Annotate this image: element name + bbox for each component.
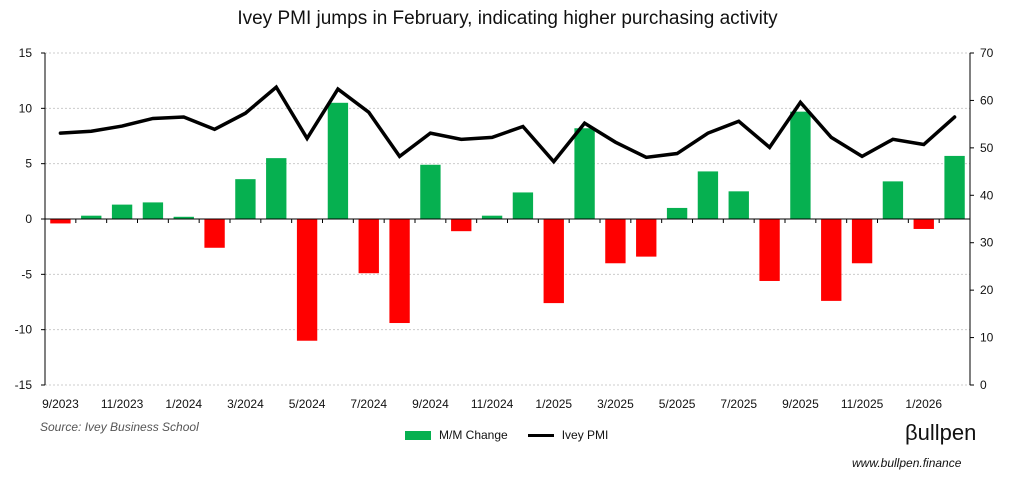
x-tick-label: 3/2024 [227, 397, 264, 411]
website-url: www.bullpen.finance [852, 456, 962, 470]
right-tick-label: 20 [980, 283, 994, 297]
x-tick-label: 7/2024 [350, 397, 387, 411]
bar-9/2024 [420, 164, 441, 219]
bar-7/2024 [358, 219, 379, 274]
bar-9/2025 [790, 111, 811, 219]
bar-4/2025 [636, 219, 657, 257]
x-tick-label: 5/2025 [659, 397, 696, 411]
left-tick-label: -10 [15, 323, 33, 337]
legend-swatch-bar [405, 430, 431, 440]
bar-10/2025 [821, 219, 842, 301]
bar-9/2023 [50, 219, 71, 224]
bar-5/2024 [296, 219, 318, 341]
chart-title: Ivey PMI jumps in February, indicating h… [237, 8, 778, 29]
left-tick-label: 15 [19, 46, 33, 60]
bar-3/2025 [605, 219, 626, 264]
bar-11/2024 [481, 215, 503, 219]
left-tick-label: 0 [25, 212, 32, 226]
right-tick-label: 60 [980, 93, 994, 107]
bar-5/2025 [666, 207, 688, 219]
x-tick-label: 11/2024 [471, 397, 514, 411]
left-tick-label: -15 [15, 378, 33, 392]
bar-2/2024 [204, 219, 225, 248]
bar-2/2026 [944, 155, 965, 219]
bar-3/2024 [235, 179, 256, 219]
bar-4/2024 [266, 158, 287, 219]
ivey-pmi-line [58, 84, 957, 165]
legend-swatch-line [527, 433, 554, 437]
legend-label-mm: M/M Change [439, 428, 508, 442]
bar-11/2023 [111, 204, 133, 219]
bar-8/2024 [389, 219, 410, 324]
bar-1/2024 [173, 216, 194, 219]
bar-1/2026 [913, 219, 934, 229]
bar-7/2025 [728, 191, 749, 219]
x-tick-label: 11/2025 [841, 397, 884, 411]
bar-12/2025 [882, 181, 904, 219]
x-tick-label: 1/2026 [905, 397, 942, 411]
right-tick-label: 10 [980, 331, 994, 345]
left-tick-label: -5 [21, 267, 32, 281]
x-tick-label: 9/2023 [42, 397, 79, 411]
x-tick-label: 7/2025 [720, 397, 757, 411]
x-tick-label: 5/2024 [289, 397, 326, 411]
bar-10/2023 [81, 215, 102, 219]
right-tick-label: 0 [980, 378, 987, 392]
legend-label-pmi: Ivey PMI [561, 428, 609, 442]
bar-8/2025 [759, 219, 780, 281]
left-tick-label: 5 [25, 157, 32, 171]
x-tick-label: 1/2024 [165, 397, 202, 411]
bar-6/2025 [697, 171, 719, 219]
bar-11/2025 [851, 219, 873, 264]
bar-12/2023 [142, 202, 164, 219]
bar-10/2024 [451, 219, 472, 232]
legend: M/M Change Ivey PMI [405, 428, 608, 442]
x-tick-label: 9/2025 [782, 397, 819, 411]
x-tick-label: 1/2025 [535, 397, 572, 411]
bar-12/2024 [512, 192, 534, 219]
bar-2/2025 [574, 128, 595, 219]
x-tick-label: 3/2025 [597, 397, 634, 411]
x-tick-label: 9/2024 [412, 397, 449, 411]
bar-6/2024 [327, 102, 349, 219]
right-tick-label: 70 [980, 46, 994, 60]
source-note: Source: Ivey Business School [40, 420, 199, 434]
bar-1/2025 [543, 219, 564, 304]
left-tick-label: 10 [19, 101, 33, 115]
right-tick-label: 30 [980, 236, 994, 250]
right-tick-label: 40 [980, 188, 994, 202]
right-tick-label: 50 [980, 141, 994, 155]
bullpen-logo: βullpen [905, 420, 977, 445]
x-tick-label: 11/2023 [101, 397, 144, 411]
